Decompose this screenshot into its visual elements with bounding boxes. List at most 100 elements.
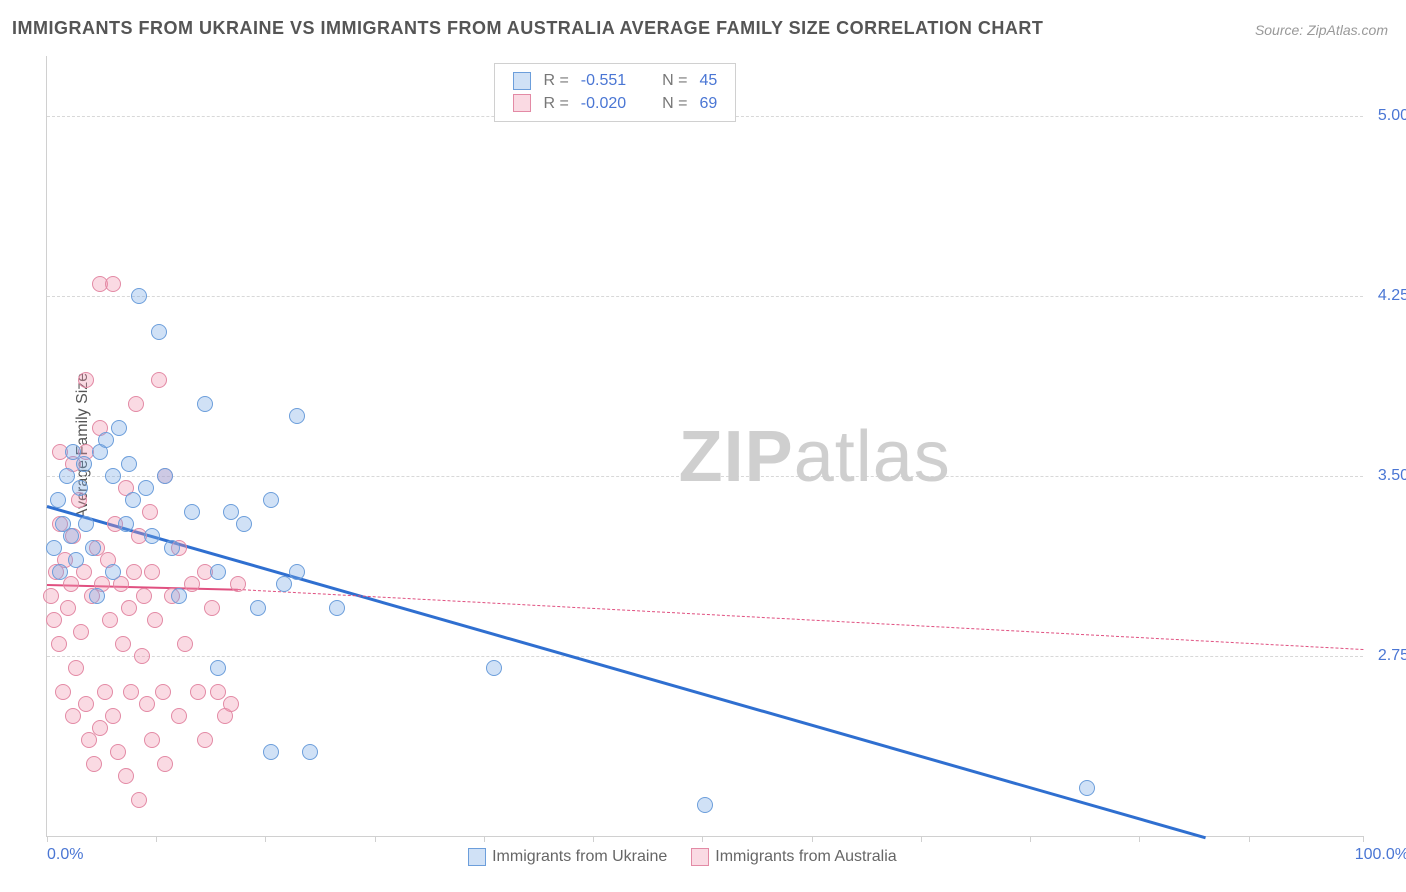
y-tick-label: 4.25: [1378, 287, 1406, 305]
x-tick: [1249, 836, 1250, 842]
y-tick-label: 3.50: [1378, 467, 1406, 485]
scatter-point-ukraine: [276, 576, 292, 592]
scatter-point-ukraine: [50, 492, 66, 508]
stat-r-label: R =: [537, 92, 574, 114]
scatter-point-australia: [121, 600, 137, 616]
scatter-point-australia: [63, 576, 79, 592]
scatter-point-ukraine: [111, 420, 127, 436]
scatter-point-ukraine: [210, 660, 226, 676]
scatter-point-ukraine: [125, 492, 141, 508]
scatter-point-australia: [51, 636, 67, 652]
scatter-point-ukraine: [263, 492, 279, 508]
scatter-point-ukraine: [105, 468, 121, 484]
scatter-plot-area: 2.753.504.255.00ZIPatlasR =-0.551N =45R …: [46, 56, 1363, 837]
scatter-point-australia: [147, 612, 163, 628]
chart-title: IMMIGRANTS FROM UKRAINE VS IMMIGRANTS FR…: [12, 18, 1043, 39]
scatter-point-ukraine: [52, 564, 68, 580]
scatter-point-ukraine: [121, 456, 137, 472]
y-tick-label: 5.00: [1378, 107, 1406, 125]
scatter-point-ukraine: [289, 564, 305, 580]
scatter-point-ukraine: [329, 600, 345, 616]
scatter-point-ukraine: [236, 516, 252, 532]
scatter-point-ukraine: [289, 408, 305, 424]
scatter-point-ukraine: [171, 588, 187, 604]
source-attribution: Source: ZipAtlas.com: [1255, 22, 1388, 38]
scatter-point-ukraine: [63, 528, 79, 544]
scatter-point-ukraine: [151, 324, 167, 340]
legend-swatch-ukraine: [468, 848, 486, 866]
gridline: [47, 296, 1363, 297]
scatter-point-australia: [197, 732, 213, 748]
scatter-point-ukraine: [184, 504, 200, 520]
scatter-point-australia: [46, 612, 62, 628]
scatter-point-ukraine: [98, 432, 114, 448]
stat-n-label: N =: [656, 70, 693, 92]
scatter-point-ukraine: [131, 288, 147, 304]
x-tick: [812, 836, 813, 842]
scatter-point-ukraine: [59, 468, 75, 484]
scatter-point-australia: [128, 396, 144, 412]
scatter-point-australia: [177, 636, 193, 652]
scatter-point-australia: [78, 696, 94, 712]
stat-n-value-australia: 69: [694, 92, 724, 114]
x-axis-end-label: 100.0%: [1355, 846, 1406, 864]
scatter-point-ukraine: [157, 468, 173, 484]
scatter-point-ukraine: [138, 480, 154, 496]
scatter-point-australia: [105, 276, 121, 292]
scatter-point-australia: [136, 588, 152, 604]
scatter-point-ukraine: [697, 797, 713, 813]
scatter-point-ukraine: [76, 456, 92, 472]
x-tick: [593, 836, 594, 842]
scatter-point-ukraine: [210, 564, 226, 580]
y-tick-label: 2.75: [1378, 647, 1406, 665]
scatter-point-australia: [157, 756, 173, 772]
stat-r-value-australia: -0.020: [575, 92, 632, 114]
stat-n-label: N =: [656, 92, 693, 114]
scatter-point-ukraine: [78, 516, 94, 532]
gridline: [47, 476, 1363, 477]
scatter-point-australia: [60, 600, 76, 616]
x-tick: [484, 836, 485, 842]
scatter-point-australia: [105, 708, 121, 724]
scatter-point-ukraine: [164, 540, 180, 556]
trend-line: [238, 589, 1363, 650]
scatter-point-australia: [142, 504, 158, 520]
x-tick: [1363, 836, 1364, 842]
scatter-point-ukraine: [68, 552, 84, 568]
scatter-point-australia: [65, 708, 81, 724]
x-axis-start-label: 0.0%: [47, 846, 83, 864]
x-tick: [921, 836, 922, 842]
stat-r-value-ukraine: -0.551: [575, 70, 632, 92]
x-tick: [265, 836, 266, 842]
x-tick: [375, 836, 376, 842]
scatter-point-australia: [86, 756, 102, 772]
scatter-point-ukraine: [105, 564, 121, 580]
scatter-point-australia: [115, 636, 131, 652]
scatter-point-ukraine: [223, 504, 239, 520]
gridline: [47, 656, 1363, 657]
scatter-point-australia: [134, 648, 150, 664]
scatter-point-australia: [204, 600, 220, 616]
scatter-point-australia: [110, 744, 126, 760]
x-tick: [1139, 836, 1140, 842]
scatter-point-australia: [230, 576, 246, 592]
scatter-point-ukraine: [302, 744, 318, 760]
x-tick: [47, 836, 48, 842]
scatter-point-ukraine: [486, 660, 502, 676]
scatter-point-australia: [210, 684, 226, 700]
legend-label-australia: Immigrants from Australia: [715, 848, 896, 865]
scatter-point-ukraine: [85, 540, 101, 556]
stat-n-value-ukraine: 45: [694, 70, 724, 92]
scatter-point-australia: [97, 684, 113, 700]
x-tick: [702, 836, 703, 842]
scatter-point-ukraine: [46, 540, 62, 556]
scatter-point-australia: [92, 720, 108, 736]
scatter-point-australia: [171, 708, 187, 724]
scatter-point-australia: [73, 624, 89, 640]
watermark: ZIPatlas: [679, 416, 951, 498]
scatter-point-australia: [131, 792, 147, 808]
scatter-point-australia: [43, 588, 59, 604]
scatter-point-australia: [223, 696, 239, 712]
scatter-point-australia: [184, 576, 200, 592]
scatter-point-ukraine: [89, 588, 105, 604]
